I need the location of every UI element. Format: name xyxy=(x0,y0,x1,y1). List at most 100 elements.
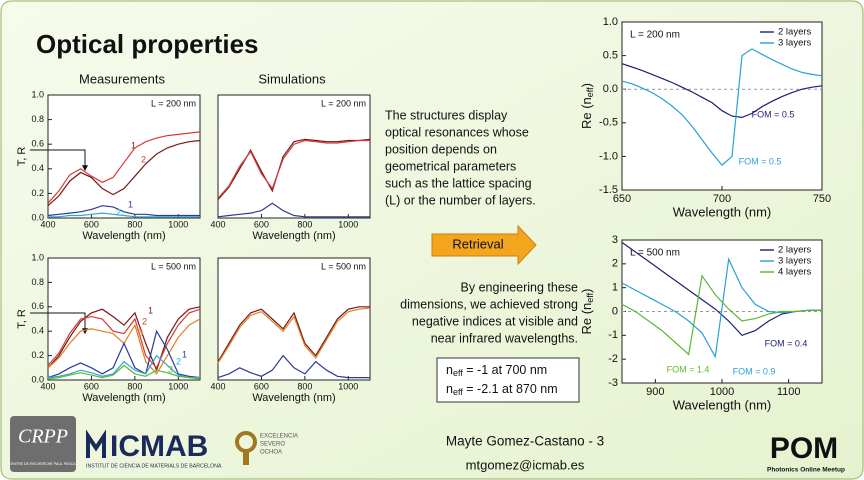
series-line xyxy=(47,308,201,369)
y-tick-label: 0.6 xyxy=(31,139,44,149)
text-line: negative indices at visible and xyxy=(412,314,578,328)
severo-mark xyxy=(243,450,249,465)
y-tick-label: 3 xyxy=(612,234,618,246)
y-tick-label: 0.8 xyxy=(31,277,44,287)
plot-annotation: L = 500 nm xyxy=(630,248,680,259)
label-part: ) xyxy=(579,83,594,87)
fom-annotation: FOM = 0.5 xyxy=(752,109,795,119)
fom-annotation: FOM = 0.9 xyxy=(733,366,776,376)
plot-annotation: L = 200 nm xyxy=(151,98,196,108)
y-tick-label: 1.0 xyxy=(31,252,44,262)
x-tick-label: 800 xyxy=(127,381,142,391)
series-line xyxy=(47,329,201,379)
text-line: (L) or the number of layers. xyxy=(385,193,536,207)
curve-label: 1 xyxy=(148,305,153,315)
result-text: = -2.1 at 870 nm xyxy=(463,382,558,396)
text-line: such as the lattice spacing xyxy=(385,176,532,190)
text-line: near infrared wavelengths. xyxy=(431,331,578,345)
x-axis-label: Wavelength (nm) xyxy=(82,392,165,404)
icmab-logo: ICMAB INSTITUT DE CIÈNCIA DE MATERIALS D… xyxy=(86,429,298,469)
curve-label: 2 xyxy=(176,356,181,366)
column-header: Measurements xyxy=(79,71,165,86)
plot-annotation: L = 500 nm xyxy=(321,261,366,271)
y-tick-label: 0.0 xyxy=(31,374,44,384)
logo-subtext: CENTRE DE RECHERCHE PAUL PASCAL xyxy=(8,462,77,466)
plot-annotation: L = 200 nm xyxy=(321,98,366,108)
series-line xyxy=(621,274,822,356)
legend-label: 4 layers xyxy=(778,267,812,278)
series-line xyxy=(217,138,371,200)
plot-frame xyxy=(217,94,371,219)
curve-label: 3 xyxy=(168,364,173,374)
column-header: Simulations xyxy=(258,71,326,86)
x-tick-label: 600 xyxy=(84,381,99,391)
x-axis-label: Wavelength (nm) xyxy=(252,230,335,242)
email: mtgomez@icmab.es xyxy=(466,457,585,472)
legend-label: 2 layers xyxy=(778,245,812,256)
curve-label: 2 xyxy=(116,207,121,217)
x-tick-label: 1000 xyxy=(168,219,188,229)
series-line xyxy=(47,139,201,207)
curve-label: 1 xyxy=(182,349,187,359)
label-part: Re (n xyxy=(579,97,594,129)
results-box xyxy=(436,357,580,403)
severo-text: EXCELENCIA xyxy=(260,434,298,440)
author: Mayte Gomez-Castano - 3 xyxy=(446,434,604,449)
x-tick-label: 1000 xyxy=(710,386,734,398)
y-tick-label: -3 xyxy=(608,377,618,389)
text-line: By engineering these xyxy=(461,280,578,294)
slide-title: Optical properties xyxy=(36,29,259,59)
y-tick-label: 0.4 xyxy=(31,163,44,173)
series-line xyxy=(217,354,370,379)
y-tick-label: 2 xyxy=(612,258,618,270)
series-line xyxy=(47,205,200,217)
x-tick-label: 1000 xyxy=(338,219,358,229)
series-line xyxy=(47,306,201,372)
paragraph: By engineering these dimensions, we achi… xyxy=(400,280,578,345)
y-tick-label: 0.2 xyxy=(31,188,44,198)
x-tick-label: 600 xyxy=(254,381,269,391)
x-tick-label: 1100 xyxy=(777,386,801,398)
fom-annotation: FOM = 0.4 xyxy=(765,338,808,348)
y-axis-label: Re (neff) xyxy=(579,289,595,335)
y-tick-label: 0.2 xyxy=(31,350,44,360)
plot-frame xyxy=(217,257,371,381)
series-line xyxy=(217,202,370,218)
y-tick-label: 0.5 xyxy=(603,50,618,62)
x-tick-label: 400 xyxy=(210,381,225,391)
y-tick-label: 1.0 xyxy=(31,89,44,99)
series-line xyxy=(47,131,201,204)
y-tick-label: 0.0 xyxy=(603,83,618,95)
label-part: ) xyxy=(579,289,594,293)
legend-label: 2 layers xyxy=(778,27,812,38)
y-tick-label: -1.0 xyxy=(599,150,618,162)
y-tick-label: 0.4 xyxy=(31,326,44,336)
symbol: n xyxy=(446,382,453,396)
pom-logo: POM Photonics Online Meetup xyxy=(767,432,845,474)
y-axis-label: Re (neff) xyxy=(579,83,595,129)
plot-frame xyxy=(47,94,201,219)
result-text: = -1 at 700 nm xyxy=(463,363,547,377)
series-line xyxy=(621,48,823,166)
series-line xyxy=(621,63,823,119)
text-line: dimensions, we achieved strong xyxy=(400,297,578,311)
retrieval-arrow xyxy=(431,224,537,266)
logo-subtext: INSTITUT DE CIÈNCIA DE MATERIALS DE BARC… xyxy=(86,462,222,469)
curve-label: 1 xyxy=(128,199,133,209)
y-tick-label: -1.5 xyxy=(599,184,618,196)
plot-frame xyxy=(621,21,823,191)
x-tick-label: 900 xyxy=(646,386,664,398)
subscript: eff xyxy=(453,368,463,378)
logo-subtext: Photonics Online Meetup xyxy=(767,467,845,474)
paragraph: The structures display optical resonance… xyxy=(385,108,536,207)
x-tick-label: 800 xyxy=(297,381,312,391)
x-tick-label: 750 xyxy=(813,193,831,205)
y-tick-label: 1.0 xyxy=(603,16,618,28)
curve-label: 2 xyxy=(142,316,147,326)
subscript: eff xyxy=(453,387,463,397)
text-line: optical resonances whose xyxy=(385,125,529,139)
pointer-arrow xyxy=(30,312,88,335)
label-subscript: eff xyxy=(585,87,595,97)
curve-label: 1 xyxy=(131,140,136,150)
